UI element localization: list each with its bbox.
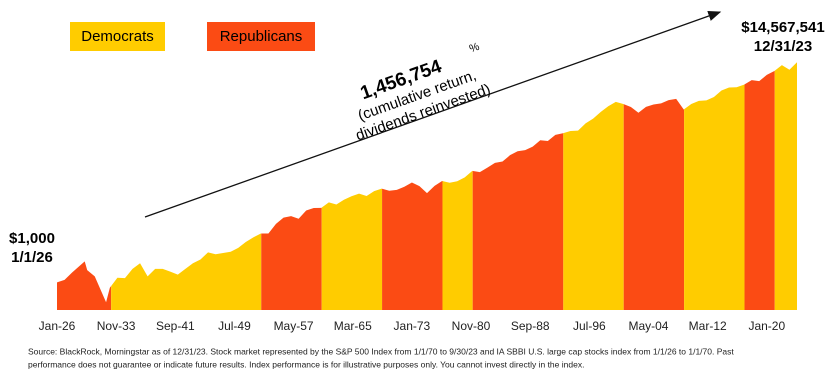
x-tick-label: Jan-20	[748, 319, 785, 333]
source-note: Source: BlackRock, Morningstar as of 12/…	[28, 346, 734, 356]
x-tick-label: May-04	[628, 319, 668, 333]
party-period	[744, 62, 775, 310]
source-note: performance does not guarantee or indica…	[28, 359, 584, 369]
x-tick-label: Nov-33	[97, 319, 136, 333]
start-date: 1/1/26	[11, 249, 53, 266]
return-unit: %	[468, 41, 481, 56]
party-period	[623, 62, 685, 310]
x-tick-label: Mar-65	[334, 319, 372, 333]
party-period	[563, 62, 624, 310]
end-value: $14,567,541	[741, 19, 824, 36]
x-tick-label: May-57	[274, 319, 314, 333]
start-value: $1,000	[9, 230, 55, 247]
x-tick-label: Jul-49	[218, 319, 251, 333]
party-period	[261, 62, 322, 310]
annotation: 1,456,754 % (cumulative return, dividend…	[354, 41, 493, 145]
x-tick-label: Sep-88	[511, 319, 550, 333]
x-tick-label: Mar-12	[689, 319, 727, 333]
party-period	[111, 62, 262, 310]
x-tick-label: Nov-80	[452, 319, 491, 333]
x-tick-label: Jul-96	[573, 319, 606, 333]
legend-swatch	[207, 22, 315, 51]
legend-label: Republicans	[220, 28, 303, 45]
x-tick-label: Jan-73	[394, 319, 431, 333]
party-period	[774, 62, 797, 310]
legend-label: Democrats	[81, 28, 154, 45]
party-period	[57, 62, 112, 310]
party-period	[684, 62, 745, 310]
end-date: 12/31/23	[754, 38, 812, 55]
x-tick-label: Jan-26	[39, 319, 76, 333]
legend-swatch	[70, 22, 165, 51]
x-tick-label: Sep-41	[156, 319, 195, 333]
trend-arrow	[144, 11, 722, 218]
